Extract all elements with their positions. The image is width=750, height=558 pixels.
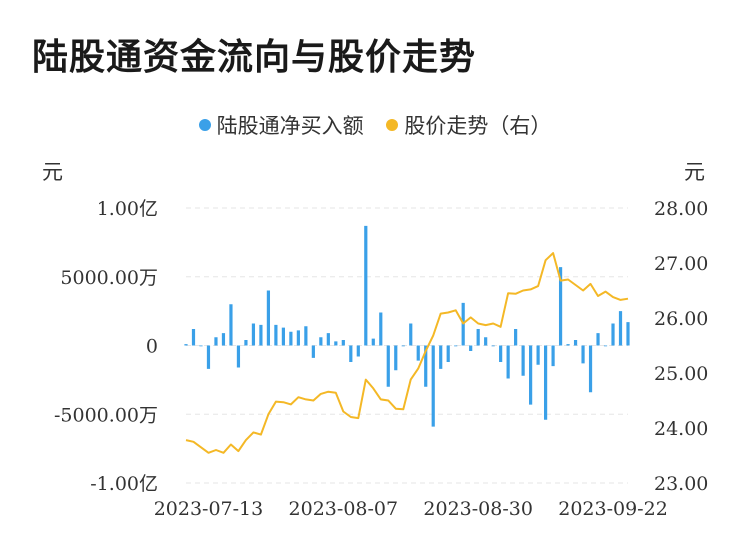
net-buy-bar-21 (341, 340, 345, 346)
x-axis-ticks: 2023-07-13 2023-08-07 2023-08-30 2023-09-22 (154, 498, 668, 520)
net-buy-bar-44 (514, 329, 518, 346)
net-buy-bar-34 (439, 345, 443, 369)
net-buy-bar-40 (484, 337, 488, 346)
legend-net-buy-label: 陆股通净买入额 (216, 114, 364, 138)
net-buy-bar-42 (499, 345, 503, 362)
net-buy-bar-0 (184, 344, 188, 346)
net-buy-bar-15 (296, 330, 300, 346)
right-axis-unit: 元 (684, 160, 705, 184)
legend-net-buy-dot-icon (198, 119, 211, 131)
left-axis-unit: 元 (42, 160, 63, 184)
net-buy-bar-1 (191, 329, 196, 346)
net-buy-bar-48 (543, 345, 548, 420)
net-buy-bar-39 (476, 329, 480, 346)
net-buy-bar-3 (206, 345, 211, 369)
net-buy-bar-14 (289, 331, 293, 346)
net-buy-bar-27 (386, 345, 390, 387)
legend-price-label: 股价走势（右） (404, 114, 552, 138)
net-buy-bar-55 (596, 333, 600, 346)
net-buy-bar-13 (281, 327, 285, 346)
net-buy-bar-49 (551, 345, 555, 367)
net-buy-bar-5 (221, 333, 226, 346)
right-tick-label-5: 23.00 (654, 473, 708, 495)
net-buy-bar-46 (529, 345, 533, 405)
net-buy-bar-36 (454, 345, 458, 347)
net-buy-bar-50 (558, 267, 563, 346)
net-buy-bar-41 (491, 345, 495, 347)
net-buy-bar-8 (244, 340, 248, 346)
right-tick-label-0: 28.00 (654, 198, 708, 220)
net-buy-bar-31 (416, 345, 420, 361)
right-tick-label-1: 27.00 (654, 253, 708, 275)
net-buy-bar-38 (469, 345, 473, 351)
net-buy-bar-33 (431, 345, 435, 427)
left-tick-label-1: 5000.00万 (60, 267, 158, 289)
left-tick-label-3: -5000.00万 (54, 404, 158, 426)
grid-lines (186, 207, 628, 484)
legend-price-dot-icon (386, 119, 399, 131)
x-tick-label-2: 2023-08-30 (423, 498, 533, 520)
net-buy-bar-22 (349, 345, 353, 362)
net-buy-bar-45 (521, 345, 525, 376)
net-buy-bar-53 (581, 345, 585, 364)
net-buy-bar-19 (326, 333, 330, 346)
net-buy-bar-30 (409, 323, 413, 346)
net-buy-bar-29 (401, 345, 405, 347)
right-tick-label-3: 25.00 (654, 363, 708, 385)
net-buy-bar-18 (319, 337, 323, 346)
net-buy-bar-59 (626, 322, 630, 346)
net-buy-bar-4 (214, 337, 218, 346)
right-axis-ticks: 28.00 27.00 26.00 25.00 24.00 23.00 (654, 198, 708, 495)
net-buy-bar-11 (266, 290, 271, 346)
legend: 陆股通净买入额 股价走势（右） (0, 110, 750, 140)
net-buy-bar-51 (566, 344, 570, 346)
net-buy-bar-58 (618, 311, 623, 346)
net-buy-bar-25 (371, 338, 375, 346)
net-buy-bars (184, 225, 630, 427)
net-buy-bar-32 (424, 345, 428, 387)
legend-item-net-buy[interactable]: 陆股通净买入额 (198, 110, 364, 140)
net-buy-bar-52 (573, 340, 578, 346)
net-buy-bar-12 (274, 324, 278, 346)
x-tick-label-3: 2023-09-22 (558, 498, 668, 520)
net-buy-bar-16 (304, 326, 308, 346)
net-buy-bar-47 (536, 345, 540, 365)
chart-title: 陆股通资金流向与股价走势 (32, 37, 477, 78)
net-buy-bar-2 (199, 345, 203, 347)
net-buy-bar-43 (506, 345, 510, 379)
net-buy-bar-10 (259, 324, 263, 346)
price-line (185, 252, 629, 454)
legend-item-price[interactable]: 股价走势（右） (386, 110, 551, 140)
net-buy-bar-56 (603, 345, 608, 347)
left-tick-label-2: 0 (146, 336, 158, 358)
net-buy-bar-6 (229, 304, 233, 346)
net-buy-bar-7 (236, 345, 241, 368)
x-tick-label-1: 2023-08-07 (289, 498, 399, 520)
x-tick-label-0: 2023-07-13 (154, 498, 264, 520)
net-buy-bar-26 (379, 312, 383, 346)
net-buy-bar-57 (611, 323, 615, 346)
right-tick-label-2: 26.00 (654, 308, 708, 330)
left-tick-label-4: -1.00亿 (90, 473, 158, 495)
net-buy-bar-23 (356, 345, 360, 357)
right-tick-label-4: 24.00 (654, 418, 708, 440)
net-buy-bar-9 (251, 323, 256, 346)
left-axis-ticks: 1.00亿 5000.00万 0 -5000.00万 -1.00亿 (54, 198, 158, 495)
net-buy-bar-17 (311, 345, 315, 358)
net-buy-bar-54 (588, 345, 593, 393)
net-buy-bar-35 (446, 345, 450, 362)
left-tick-label-0: 1.00亿 (97, 198, 158, 220)
net-buy-bar-24 (364, 225, 368, 346)
net-buy-bar-20 (334, 341, 338, 346)
price-line-group (185, 252, 629, 454)
net-buy-bar-28 (394, 345, 398, 371)
